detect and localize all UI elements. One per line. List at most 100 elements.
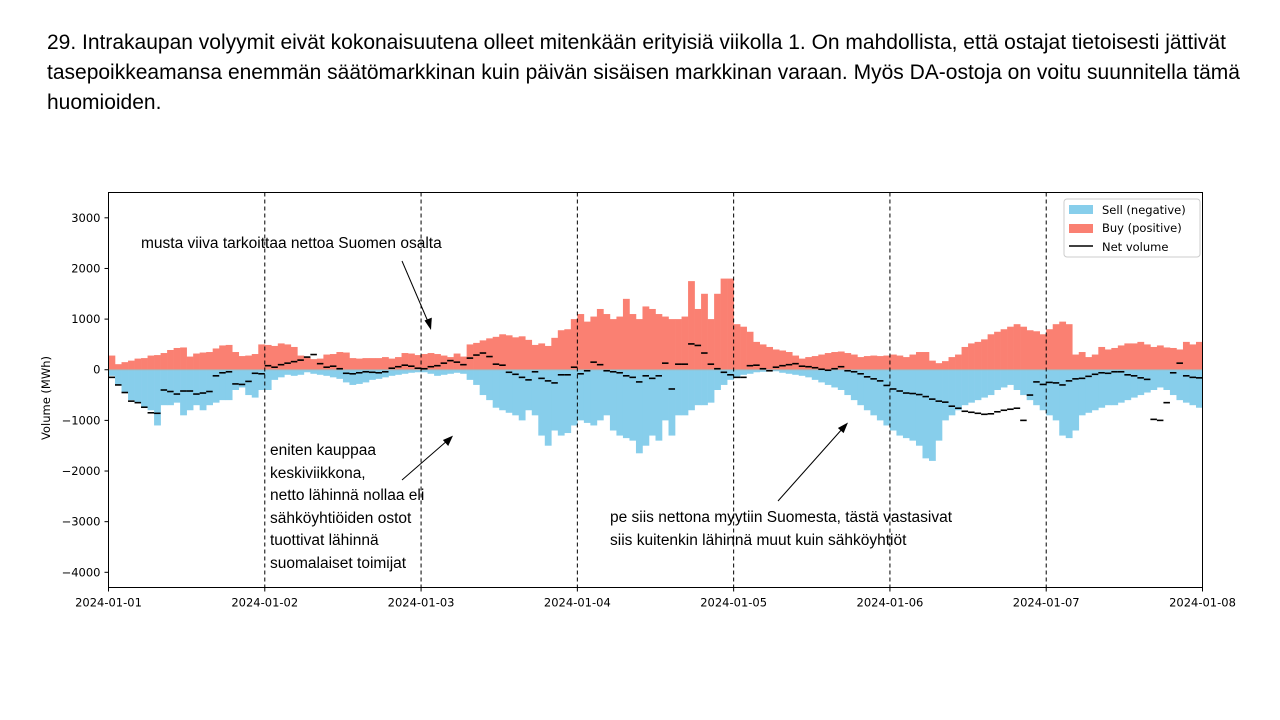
- buy-bar: [499, 334, 507, 370]
- buy-bar: [408, 353, 415, 370]
- buy-bar: [577, 314, 585, 370]
- buy-bar: [603, 314, 611, 370]
- buy-bar: [922, 352, 930, 370]
- sell-bar: [199, 369, 207, 411]
- buy-bar: [212, 348, 220, 370]
- sell-bar: [401, 369, 409, 374]
- buy-bar: [714, 293, 721, 370]
- sell-bar: [896, 369, 904, 436]
- buy-bar: [421, 354, 428, 370]
- buy-bar: [805, 357, 813, 370]
- sell-bar: [779, 369, 787, 373]
- sell-bar: [421, 369, 428, 373]
- buy-bar: [831, 352, 839, 370]
- y-tick-label: −2000: [62, 464, 101, 478]
- buy-bar: [538, 343, 546, 370]
- buy-bar: [303, 357, 311, 370]
- y-tick-label: 0: [93, 363, 100, 377]
- buy-bar: [264, 344, 272, 370]
- buy-bar: [1059, 321, 1067, 370]
- sell-bar: [824, 369, 832, 385]
- sell-bar: [616, 369, 624, 436]
- x-tick-label: 2024-01-03: [388, 596, 455, 610]
- buy-bar: [583, 321, 591, 370]
- sell-bar: [531, 369, 539, 416]
- x-tick-label: 2024-01-01: [75, 596, 142, 610]
- sell-bar: [232, 369, 240, 390]
- buy-bar: [668, 319, 676, 370]
- buy-bar: [258, 344, 266, 370]
- annotation-line: suomalaiset toimijat: [270, 554, 407, 572]
- sell-bar: [141, 369, 148, 408]
- buy-bar: [1130, 343, 1138, 370]
- sell-bar: [505, 369, 513, 413]
- sell-bar: [583, 369, 591, 423]
- sell-bar: [909, 369, 917, 441]
- sell-bar: [160, 369, 168, 406]
- sell-bar: [434, 369, 441, 376]
- sell-bar: [1111, 369, 1119, 406]
- buy-bar: [199, 352, 207, 370]
- x-tick-label: 2024-01-08: [1169, 596, 1236, 610]
- buy-bar: [512, 337, 520, 370]
- sell-bar: [948, 369, 956, 416]
- buy-bar: [1189, 344, 1197, 370]
- sell-bar: [701, 369, 708, 406]
- buy-bar: [1046, 329, 1054, 370]
- day-separators: [264, 192, 1047, 588]
- sell-bar: [922, 369, 930, 459]
- buy-bar: [1104, 349, 1112, 370]
- buy-bar: [1150, 346, 1158, 370]
- buy-bar: [193, 353, 200, 370]
- sell-bar: [772, 369, 780, 372]
- sell-bar: [1078, 369, 1086, 416]
- sell-bar: [212, 369, 220, 403]
- buy-bar: [824, 353, 832, 370]
- buy-bar: [160, 353, 168, 370]
- buy-bar: [772, 349, 780, 370]
- sell-bar: [1150, 369, 1158, 390]
- sell-bar: [1059, 369, 1067, 436]
- sell-bar: [525, 369, 533, 411]
- y-tick-label: −4000: [62, 565, 101, 579]
- buy-bar: [1098, 346, 1106, 370]
- sell-bar: [994, 369, 1001, 390]
- sell-bar: [1000, 369, 1008, 388]
- sell-bar: [277, 369, 285, 378]
- buy-bar: [662, 316, 669, 370]
- buy-bar: [473, 342, 480, 370]
- buy-bar: [1117, 345, 1125, 370]
- sell-bar: [798, 369, 806, 376]
- sell-bar: [1007, 369, 1014, 385]
- sell-bars: [108, 369, 1203, 461]
- sell-bar: [811, 369, 819, 380]
- buy-bar: [342, 352, 350, 370]
- x-axis: 2024-01-01 2024-01-02 2024-01-03 2024-01-04…: [75, 587, 1236, 610]
- buy-bar: [388, 358, 396, 370]
- sell-bar: [1163, 369, 1171, 390]
- legend-sell-label: Sell (negative): [1102, 203, 1186, 217]
- buy-bar: [733, 324, 741, 370]
- buy-bar: [329, 354, 337, 370]
- buy-bar: [180, 347, 187, 370]
- sell-bar: [251, 369, 259, 398]
- buy-bar: [362, 358, 370, 370]
- sell-bar: [427, 369, 435, 374]
- buy-bar: [564, 329, 572, 370]
- sell-bar: [883, 369, 891, 426]
- sell-bar: [310, 369, 318, 374]
- sell-bar: [1052, 369, 1060, 421]
- sell-bar: [942, 369, 949, 421]
- sell-bar: [629, 369, 637, 441]
- buy-bar: [1007, 326, 1014, 370]
- sell-bar: [740, 369, 747, 375]
- sell-bar: [154, 369, 161, 426]
- buy-bar: [694, 308, 702, 370]
- buy-bar: [876, 356, 884, 370]
- sell-bar: [720, 369, 728, 385]
- sell-bar: [193, 369, 200, 406]
- sell-bar: [609, 369, 617, 431]
- buy-bar: [531, 344, 539, 370]
- sell-bar: [590, 369, 598, 426]
- sell-bar: [785, 369, 793, 374]
